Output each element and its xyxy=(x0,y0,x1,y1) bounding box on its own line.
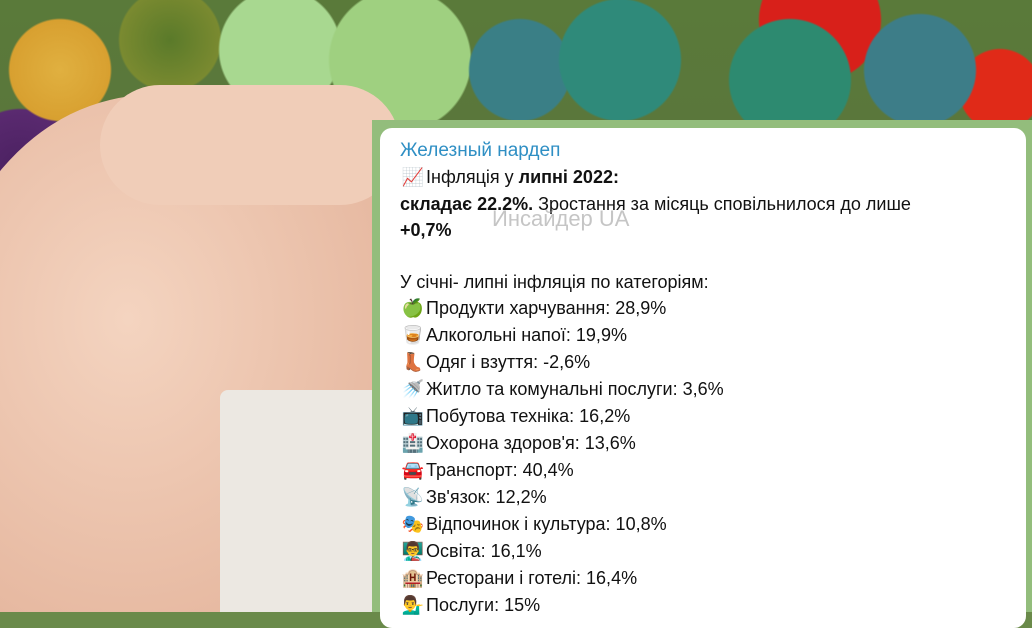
person-icon: 💁‍♂️ xyxy=(401,595,425,616)
satellite-dish-icon: 📡 xyxy=(401,487,425,508)
category-item: 🏥Охорона здоров'я: 13,6% xyxy=(400,430,1006,457)
boot-icon: 👢 xyxy=(401,352,425,373)
green-apple-icon: 🍏 xyxy=(401,298,425,319)
category-label: Ресторани і готелі: 16,4% xyxy=(426,568,638,588)
category-label: Побутова техніка: 16,2% xyxy=(426,406,631,426)
whisky-glass-icon: 🥃 xyxy=(401,325,425,346)
category-label: Житло та комунальні послуги: 3,6% xyxy=(426,379,724,399)
monthly-change: +0,7% xyxy=(400,220,452,240)
message-bubble: Железный нардеп 📈Інфляція у липні 2022: … xyxy=(380,128,1026,628)
category-label: Транспорт: 40,4% xyxy=(426,460,574,480)
category-item: 📺Побутова техніка: 16,2% xyxy=(400,403,1006,430)
category-label: Освіта: 16,1% xyxy=(426,541,542,561)
category-label: Відпочинок і культура: 10,8% xyxy=(426,514,667,534)
teacher-icon: 👨‍🏫 xyxy=(401,541,425,562)
category-list: 🍏Продукти харчування: 28,9% 🥃Алкогольні н… xyxy=(400,295,1006,619)
categories-title: У січні- липні інфляція по категоріям: xyxy=(400,272,709,292)
channel-name[interactable]: Железный нардеп xyxy=(400,140,561,161)
category-item: 🚘Транспорт: 40,4% xyxy=(400,457,1006,484)
category-item: 🚿Житло та комунальні послуги: 3,6% xyxy=(400,376,1006,403)
category-item: 👢Одяг і взуття: -2,6% xyxy=(400,349,1006,376)
category-item: 🎭Відпочинок і культура: 10,8% xyxy=(400,511,1006,538)
category-item: 🏨Ресторани і готелі: 16,4% xyxy=(400,565,1006,592)
shower-icon: 🚿 xyxy=(401,379,425,400)
category-label: Продукти харчування: 28,9% xyxy=(426,298,667,318)
category-label: Зв'язок: 12,2% xyxy=(426,487,547,507)
chart-increasing-icon: 📈 xyxy=(401,167,425,188)
finger-image xyxy=(100,85,400,205)
category-label: Послуги: 15% xyxy=(426,595,541,615)
category-label: Одяг і взуття: -2,6% xyxy=(426,352,591,372)
category-label: Алкогольні напої: 19,9% xyxy=(426,325,627,345)
category-item: 🥃Алкогольні напої: 19,9% xyxy=(400,322,1006,349)
hotel-icon: 🏨 xyxy=(401,568,425,589)
category-item: 📡Зв'язок: 12,2% xyxy=(400,484,1006,511)
car-icon: 🚘 xyxy=(401,460,425,481)
television-icon: 📺 xyxy=(401,406,425,427)
category-item: 💁‍♂️Послуги: 15% xyxy=(400,592,1006,619)
theater-masks-icon: 🎭 xyxy=(401,514,425,535)
inflation-line: складає 22.2%. Зростання за місяць спові… xyxy=(400,194,911,214)
category-item: 🍏Продукти харчування: 28,9% xyxy=(400,295,1006,322)
category-item: 👨‍🏫Освіта: 16,1% xyxy=(400,538,1006,565)
headline: 📈Інфляція у липні 2022: xyxy=(400,164,1006,191)
hospital-icon: 🏥 xyxy=(401,433,425,454)
receipt-image xyxy=(220,390,380,612)
category-label: Охорона здоров'я: 13,6% xyxy=(426,433,636,453)
